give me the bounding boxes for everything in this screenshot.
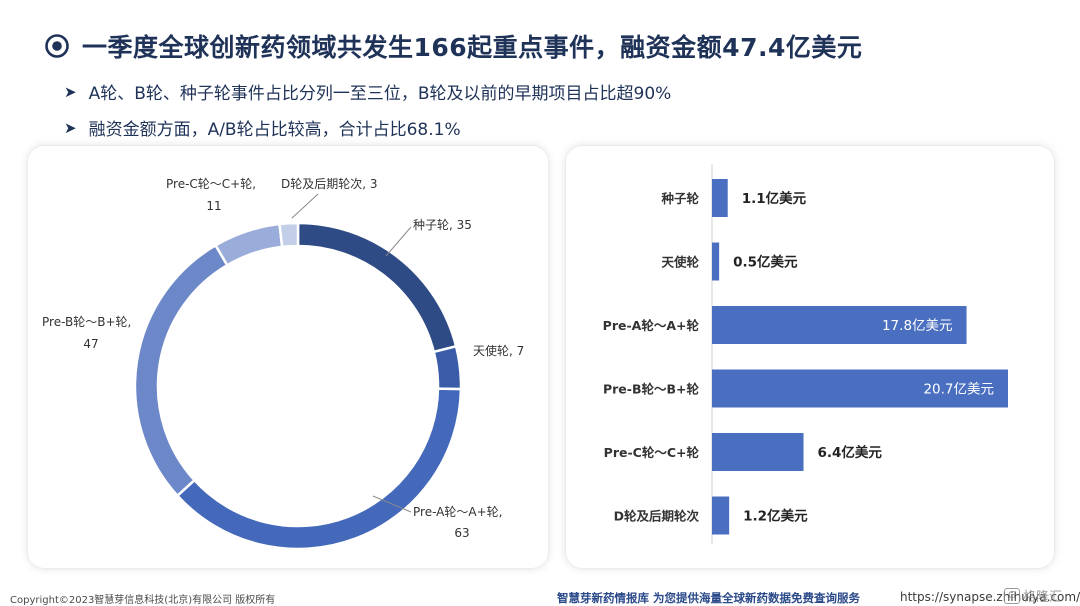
donut-label-value-3: 63: [454, 526, 469, 540]
donut-chart-panel: 种子轮, 35 天使轮, 7 Pre-A轮～A+轮, 63 Pre-B轮～B+轮, 47 P…: [28, 146, 548, 568]
donut-leader-line: [385, 226, 412, 257]
donut-slice-5: [213, 222, 284, 267]
bar-2: [712, 242, 720, 281]
donut-label-1: 种子轮, 35: [413, 218, 472, 232]
donut-leader-line: [372, 495, 412, 513]
target-icon: [45, 34, 69, 58]
donut-slice-1: [296, 221, 458, 354]
bar-1: [712, 179, 728, 217]
bar-value-label-5: 6.4亿美元: [818, 444, 883, 461]
bar-category-label-5: Pre-C轮～C+轮: [604, 445, 700, 460]
bar-5: [712, 433, 804, 471]
bar-value-label-6: 1.2亿美元: [743, 508, 808, 525]
donut-label-2: 天使轮, 7: [473, 343, 524, 358]
donut-label-value-5: 11: [206, 199, 221, 213]
bar-value-label-3: 17.8亿美元: [882, 318, 953, 334]
bar-value-label-2: 0.5亿美元: [733, 254, 798, 271]
footer-slogan: 智慧芽新药情报库 为您提供海量全球新药数据免费查询服务: [557, 591, 861, 605]
bar-value-label-1: 1.1亿美元: [742, 190, 807, 207]
watermark-logo: G 格隆汇: [1004, 586, 1062, 605]
footer-url[interactable]: https://synapse.zhihuiya.com/: [900, 590, 1080, 604]
bar-category-label-6: D轮及后期轮次: [614, 509, 700, 524]
bar-category-label-2: 天使轮: [661, 255, 699, 270]
bullet-point-1: ➤ A轮、B轮、种子轮事件占比分列一至三位，B轮及以前的早期项目占比超90%: [64, 79, 672, 105]
bar-category-label-1: 种子轮: [660, 191, 699, 206]
donut-slice-4: [133, 243, 229, 498]
donut-slice-2: [432, 344, 463, 391]
donut-label-value-4: 47: [83, 337, 98, 351]
bar-4: [712, 369, 1008, 408]
bar-6: [712, 496, 730, 535]
bullet-text-2: 融资金额方面，A/B轮占比较高，合计占比68.1%: [88, 120, 461, 140]
bar-category-label-3: Pre-A轮～A+轮: [603, 318, 700, 333]
bar-3: [712, 306, 967, 344]
bar-chart-panel: 种子轮 1.1亿美元天使轮 0.5亿美元 Pre-A轮～A+轮 17.8亿美元 Pre-B…: [566, 146, 1054, 568]
page-title: 一季度全球创新药领域共发生166起重点事件，融资金额47.4亿美元: [82, 33, 863, 62]
copyright-text: Copyright©2023智慧芽信息科技(北京)有限公司 版权所有: [10, 595, 276, 606]
donut-slice-3: [175, 387, 463, 551]
arrow-bullet-icon: ➤: [64, 118, 77, 137]
title-row: 一季度全球创新药领域共发生166起重点事件，融资金额47.4亿美元: [44, 28, 862, 64]
donut-slice-6: [278, 221, 300, 249]
donut-label-3: Pre-A轮～A+轮,: [413, 505, 502, 519]
donut-label-5: Pre-C轮～C+轮,: [166, 177, 256, 191]
donut-chart: 种子轮, 35 天使轮, 7 Pre-A轮～A+轮, 63 Pre-B轮～B+轮, 47 P…: [42, 177, 524, 551]
bullet-point-2: ➤ 融资金额方面，A/B轮占比较高，合计占比68.1%: [64, 115, 461, 141]
bar-category-label-4: Pre-B轮～B+轮: [603, 382, 700, 397]
donut-label-6: D轮及后期轮次, 3: [281, 177, 378, 191]
arrow-bullet-icon: ➤: [64, 82, 77, 101]
donut-leader-line: [291, 193, 319, 219]
watermark-text: 格隆汇: [1023, 590, 1063, 605]
bullet-text-1: A轮、B轮、种子轮事件占比分列一至三位，B轮及以前的早期项目占比超90%: [88, 84, 672, 104]
donut-label-4: Pre-B轮～B+轮,: [42, 315, 131, 329]
bar-value-label-4: 20.7亿美元: [923, 382, 994, 398]
watermark-g-icon: G: [1004, 587, 1020, 604]
